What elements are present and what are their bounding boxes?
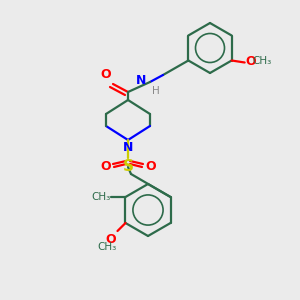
Text: O: O	[100, 160, 111, 172]
Text: O: O	[145, 160, 156, 172]
Text: N: N	[123, 141, 133, 154]
Text: H: H	[152, 86, 160, 96]
Text: S: S	[122, 159, 134, 174]
Text: O: O	[106, 233, 116, 246]
Text: O: O	[246, 55, 256, 68]
Text: N: N	[136, 74, 146, 88]
Text: O: O	[100, 68, 111, 81]
Text: CH₃: CH₃	[97, 242, 116, 252]
Text: CH₃: CH₃	[253, 56, 272, 67]
Text: CH₃: CH₃	[91, 192, 110, 202]
